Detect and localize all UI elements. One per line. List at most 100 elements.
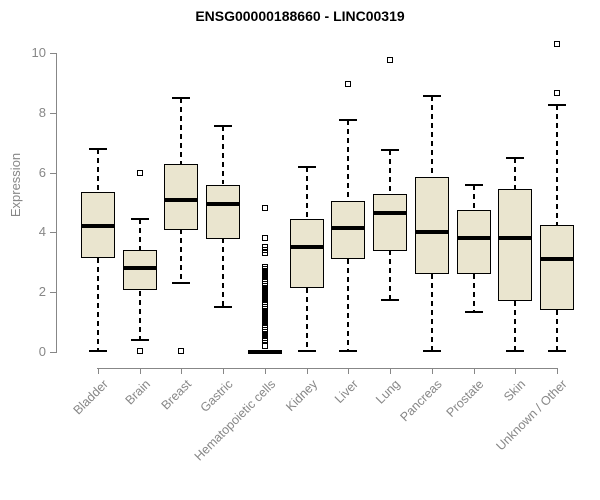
outlier-point — [262, 205, 268, 211]
whisker-cap — [339, 119, 357, 121]
whisker-upper — [180, 98, 182, 164]
median-line — [373, 211, 407, 215]
chart-title: ENSG00000188660 - LINC00319 — [195, 8, 405, 24]
y-tick-label: 10 — [31, 45, 46, 60]
whisker-upper — [139, 219, 141, 250]
x-tick — [181, 368, 182, 374]
x-tick — [307, 368, 308, 374]
outlier-point — [262, 343, 268, 349]
x-category-label: Hematopoietic cells — [191, 377, 278, 464]
whisker-cap — [298, 350, 316, 352]
x-tick — [348, 368, 349, 374]
box — [164, 164, 198, 230]
whisker-upper — [473, 185, 475, 210]
box — [290, 219, 324, 288]
outlier-point — [345, 81, 351, 87]
box — [457, 210, 491, 274]
box — [123, 250, 157, 290]
median-line — [206, 202, 240, 206]
whisker-upper — [431, 96, 433, 177]
whisker-upper — [306, 167, 308, 219]
y-axis-line — [56, 53, 57, 353]
y-tick-label: 6 — [38, 165, 46, 180]
outlier-point — [262, 235, 268, 241]
whisker-cap — [89, 350, 107, 352]
outlier-point — [137, 170, 143, 176]
y-tick — [50, 113, 56, 114]
whisker-cap — [548, 104, 566, 106]
median-line — [248, 350, 282, 354]
outlier-point — [387, 57, 393, 63]
y-tick-label: 0 — [38, 344, 46, 359]
whisker-lower — [306, 288, 308, 351]
x-category-label: Skin — [500, 377, 528, 405]
x-category-label: Liver — [331, 377, 361, 407]
whisker-cap — [172, 97, 190, 99]
box — [331, 201, 365, 259]
box — [415, 177, 449, 274]
whisker-cap — [89, 148, 107, 150]
whisker-cap — [423, 95, 441, 97]
median-line — [164, 198, 198, 202]
whisker-lower — [222, 238, 224, 307]
whisker-lower — [514, 301, 516, 350]
median-line — [415, 230, 449, 234]
x-category-label: Bladder — [70, 377, 111, 418]
median-line — [290, 245, 324, 249]
x-tick — [390, 368, 391, 374]
x-tick — [474, 368, 475, 374]
x-category-label: Brain — [122, 377, 153, 408]
whisker-cap — [465, 311, 483, 313]
x-category-label: Pancreas — [397, 377, 445, 425]
whisker-cap — [214, 125, 232, 127]
whisker-upper — [556, 105, 558, 225]
x-tick — [432, 368, 433, 374]
whisker-cap — [131, 339, 149, 341]
box — [373, 194, 407, 251]
x-category-label: Breast — [158, 377, 194, 413]
x-tick — [140, 368, 141, 374]
median-line — [540, 257, 574, 261]
whisker-lower — [347, 259, 349, 350]
whisker-cap — [172, 282, 190, 284]
whisker-cap — [339, 350, 357, 352]
whisker-lower — [556, 310, 558, 350]
whisker-cap — [506, 350, 524, 352]
whisker-cap — [423, 350, 441, 352]
whisker-upper — [97, 149, 99, 192]
outlier-point — [554, 90, 560, 96]
y-tick-label: 2 — [38, 284, 46, 299]
median-line — [498, 236, 532, 240]
outlier-point — [178, 348, 184, 354]
y-tick — [50, 173, 56, 174]
whisker-cap — [548, 350, 566, 352]
whisker-cap — [381, 149, 399, 151]
y-tick — [50, 352, 56, 353]
box — [206, 185, 240, 239]
whisker-cap — [298, 166, 316, 168]
whisker-upper — [347, 120, 349, 201]
outlier-point — [262, 250, 268, 256]
x-category-label: Prostate — [444, 377, 487, 420]
whisker-lower — [139, 291, 141, 340]
y-tick-label: 8 — [38, 105, 46, 120]
x-tick — [265, 368, 266, 374]
whisker-cap — [214, 306, 232, 308]
y-tick-label: 4 — [38, 224, 46, 239]
whisker-cap — [465, 184, 483, 186]
outlier-point — [554, 41, 560, 47]
whisker-lower — [431, 274, 433, 350]
x-tick — [557, 368, 558, 374]
x-category-label: Kidney — [282, 377, 320, 414]
y-tick — [50, 53, 56, 54]
box — [540, 225, 574, 310]
box — [498, 189, 532, 301]
median-line — [81, 224, 115, 228]
whisker-upper — [389, 150, 391, 193]
whisker-upper — [514, 158, 516, 189]
whisker-cap — [381, 299, 399, 301]
whisker-cap — [131, 218, 149, 220]
y-tick — [50, 292, 56, 293]
x-category-label: Lung — [373, 377, 403, 407]
